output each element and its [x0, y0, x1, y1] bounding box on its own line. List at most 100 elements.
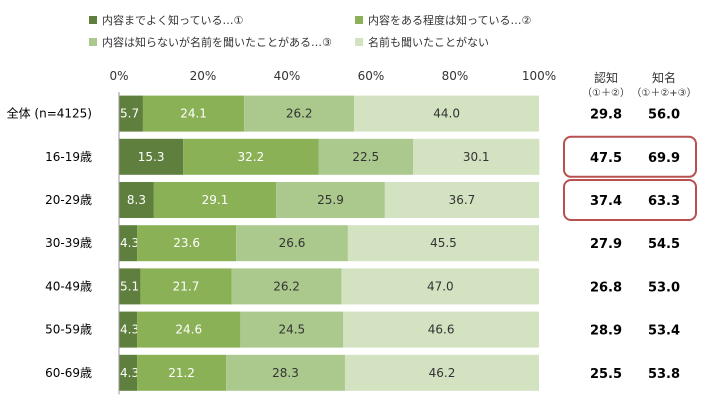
- data-label: 45.5: [430, 236, 457, 250]
- bar-segment: [119, 95, 143, 132]
- data-label: 5.1: [120, 279, 139, 293]
- bar-segment: [119, 225, 138, 262]
- bar-segment: [354, 95, 539, 132]
- awareness-value: 53.4: [648, 324, 680, 339]
- legend-item: 内容をある程度は知っている…②: [355, 12, 531, 28]
- legend-swatch: [89, 16, 97, 24]
- bar-segment: [318, 138, 413, 175]
- bar-segment: [119, 268, 141, 305]
- legend-label: 内容をある程度は知っている…②: [368, 14, 532, 27]
- bar-segment: [413, 138, 540, 175]
- bar-segment: [231, 268, 342, 305]
- category-label: 40-49歳: [45, 279, 92, 293]
- bar-segment: [236, 225, 348, 262]
- legend-item: 内容までよく知っている…①: [89, 12, 243, 28]
- category-label: 20-29歳: [45, 193, 92, 207]
- data-label: 46.2: [429, 366, 456, 380]
- bar-segment: [347, 225, 539, 262]
- bar-segment: [343, 311, 539, 348]
- recognition-value: 25.5: [590, 367, 622, 382]
- category-label: 16-19歳: [45, 150, 92, 164]
- bar-segment: [276, 182, 385, 218]
- data-label: 46.6: [428, 323, 455, 337]
- awareness-value: 56.0: [648, 108, 680, 123]
- data-label: 26.2: [273, 279, 300, 293]
- category-label: 30-39歳: [45, 236, 92, 250]
- data-label: 47.0: [427, 279, 454, 293]
- data-label: 28.3: [272, 366, 299, 380]
- bar-segment: [119, 354, 138, 391]
- bar-segment: [142, 95, 245, 132]
- recognition-header: 認知 （①＋②）: [571, 71, 641, 101]
- legend-item: 名前も聞いたことがない: [355, 34, 489, 50]
- data-label: 15.3: [138, 150, 165, 164]
- highlight-box: [563, 135, 697, 178]
- bar-segment: [137, 225, 237, 262]
- bar-segment: [137, 354, 227, 391]
- x-tick-label: 40%: [274, 69, 301, 83]
- recognition-subtitle: （①＋②）: [582, 88, 630, 99]
- recognition-value: 29.8: [590, 108, 622, 123]
- data-label: 23.6: [173, 236, 200, 250]
- data-label: 5.7: [120, 107, 139, 121]
- bar-segment: [119, 311, 138, 348]
- bar-segment: [183, 138, 319, 175]
- bar-segment: [119, 182, 154, 218]
- data-label: 24.1: [180, 107, 207, 121]
- recognition-value: 37.4: [590, 194, 622, 209]
- recognition-value: 47.5: [590, 151, 622, 166]
- bar-segment: [341, 268, 539, 305]
- data-label: 8.3: [127, 193, 146, 207]
- recognition-value: 28.9: [590, 324, 622, 339]
- data-label: 24.6: [175, 323, 202, 337]
- category-label: 全体 (n=4125): [7, 106, 92, 121]
- data-label: 22.5: [352, 150, 379, 164]
- awareness-value: 53.0: [648, 280, 680, 295]
- x-tick-label: 100%: [522, 69, 556, 83]
- bar-segment: [240, 311, 344, 348]
- data-label: 30.1: [463, 150, 490, 164]
- legend-label: 内容は知らないが名前を聞いたことがある…③: [102, 36, 332, 49]
- legend-swatch: [355, 38, 363, 46]
- awareness-value: 54.5: [648, 237, 680, 252]
- data-label: 25.9: [317, 193, 344, 207]
- legend-swatch: [355, 16, 363, 24]
- recognition-value: 26.8: [590, 280, 622, 295]
- awareness-subtitle: （①＋②+③）: [631, 88, 697, 99]
- data-label: 36.7: [449, 193, 476, 207]
- bar-segment: [153, 182, 277, 218]
- awareness-header: 知名 （①＋②+③）: [629, 71, 699, 101]
- bar-segment: [137, 311, 241, 348]
- data-label: 4.3: [120, 366, 139, 380]
- data-label: 29.1: [202, 193, 229, 207]
- awareness-value: 53.8: [648, 367, 680, 382]
- bar-segment: [244, 95, 355, 132]
- legend-label: 内容までよく知っている…①: [102, 14, 244, 27]
- legend-swatch: [89, 38, 97, 46]
- recognition-title: 認知: [593, 71, 618, 85]
- recognition-value: 27.9: [590, 237, 622, 252]
- data-label: 24.5: [278, 323, 305, 337]
- data-label: 26.2: [286, 107, 313, 121]
- highlight-box: [563, 179, 697, 221]
- category-label: 60-69歳: [45, 366, 92, 380]
- legend-item: 内容は知らないが名前を聞いたことがある…③: [89, 34, 332, 50]
- awareness-value: 63.3: [648, 194, 680, 209]
- bar-segment: [226, 354, 345, 391]
- data-label: 26.6: [279, 236, 306, 250]
- data-label: 4.3: [120, 236, 139, 250]
- awareness-title: 知名: [651, 71, 676, 85]
- bar-segment: [140, 268, 232, 305]
- data-label: 44.0: [433, 107, 460, 121]
- x-tick-label: 20%: [190, 69, 217, 83]
- bar-segment: [384, 182, 539, 218]
- bar-segment: [344, 354, 539, 391]
- data-label: 21.2: [168, 366, 195, 380]
- awareness-value: 69.9: [648, 151, 680, 166]
- data-label: 21.7: [173, 279, 200, 293]
- bar-segment: [119, 138, 184, 175]
- x-tick-label: 60%: [358, 69, 385, 83]
- category-label: 50-59歳: [45, 323, 92, 337]
- x-tick-label: 80%: [442, 69, 469, 83]
